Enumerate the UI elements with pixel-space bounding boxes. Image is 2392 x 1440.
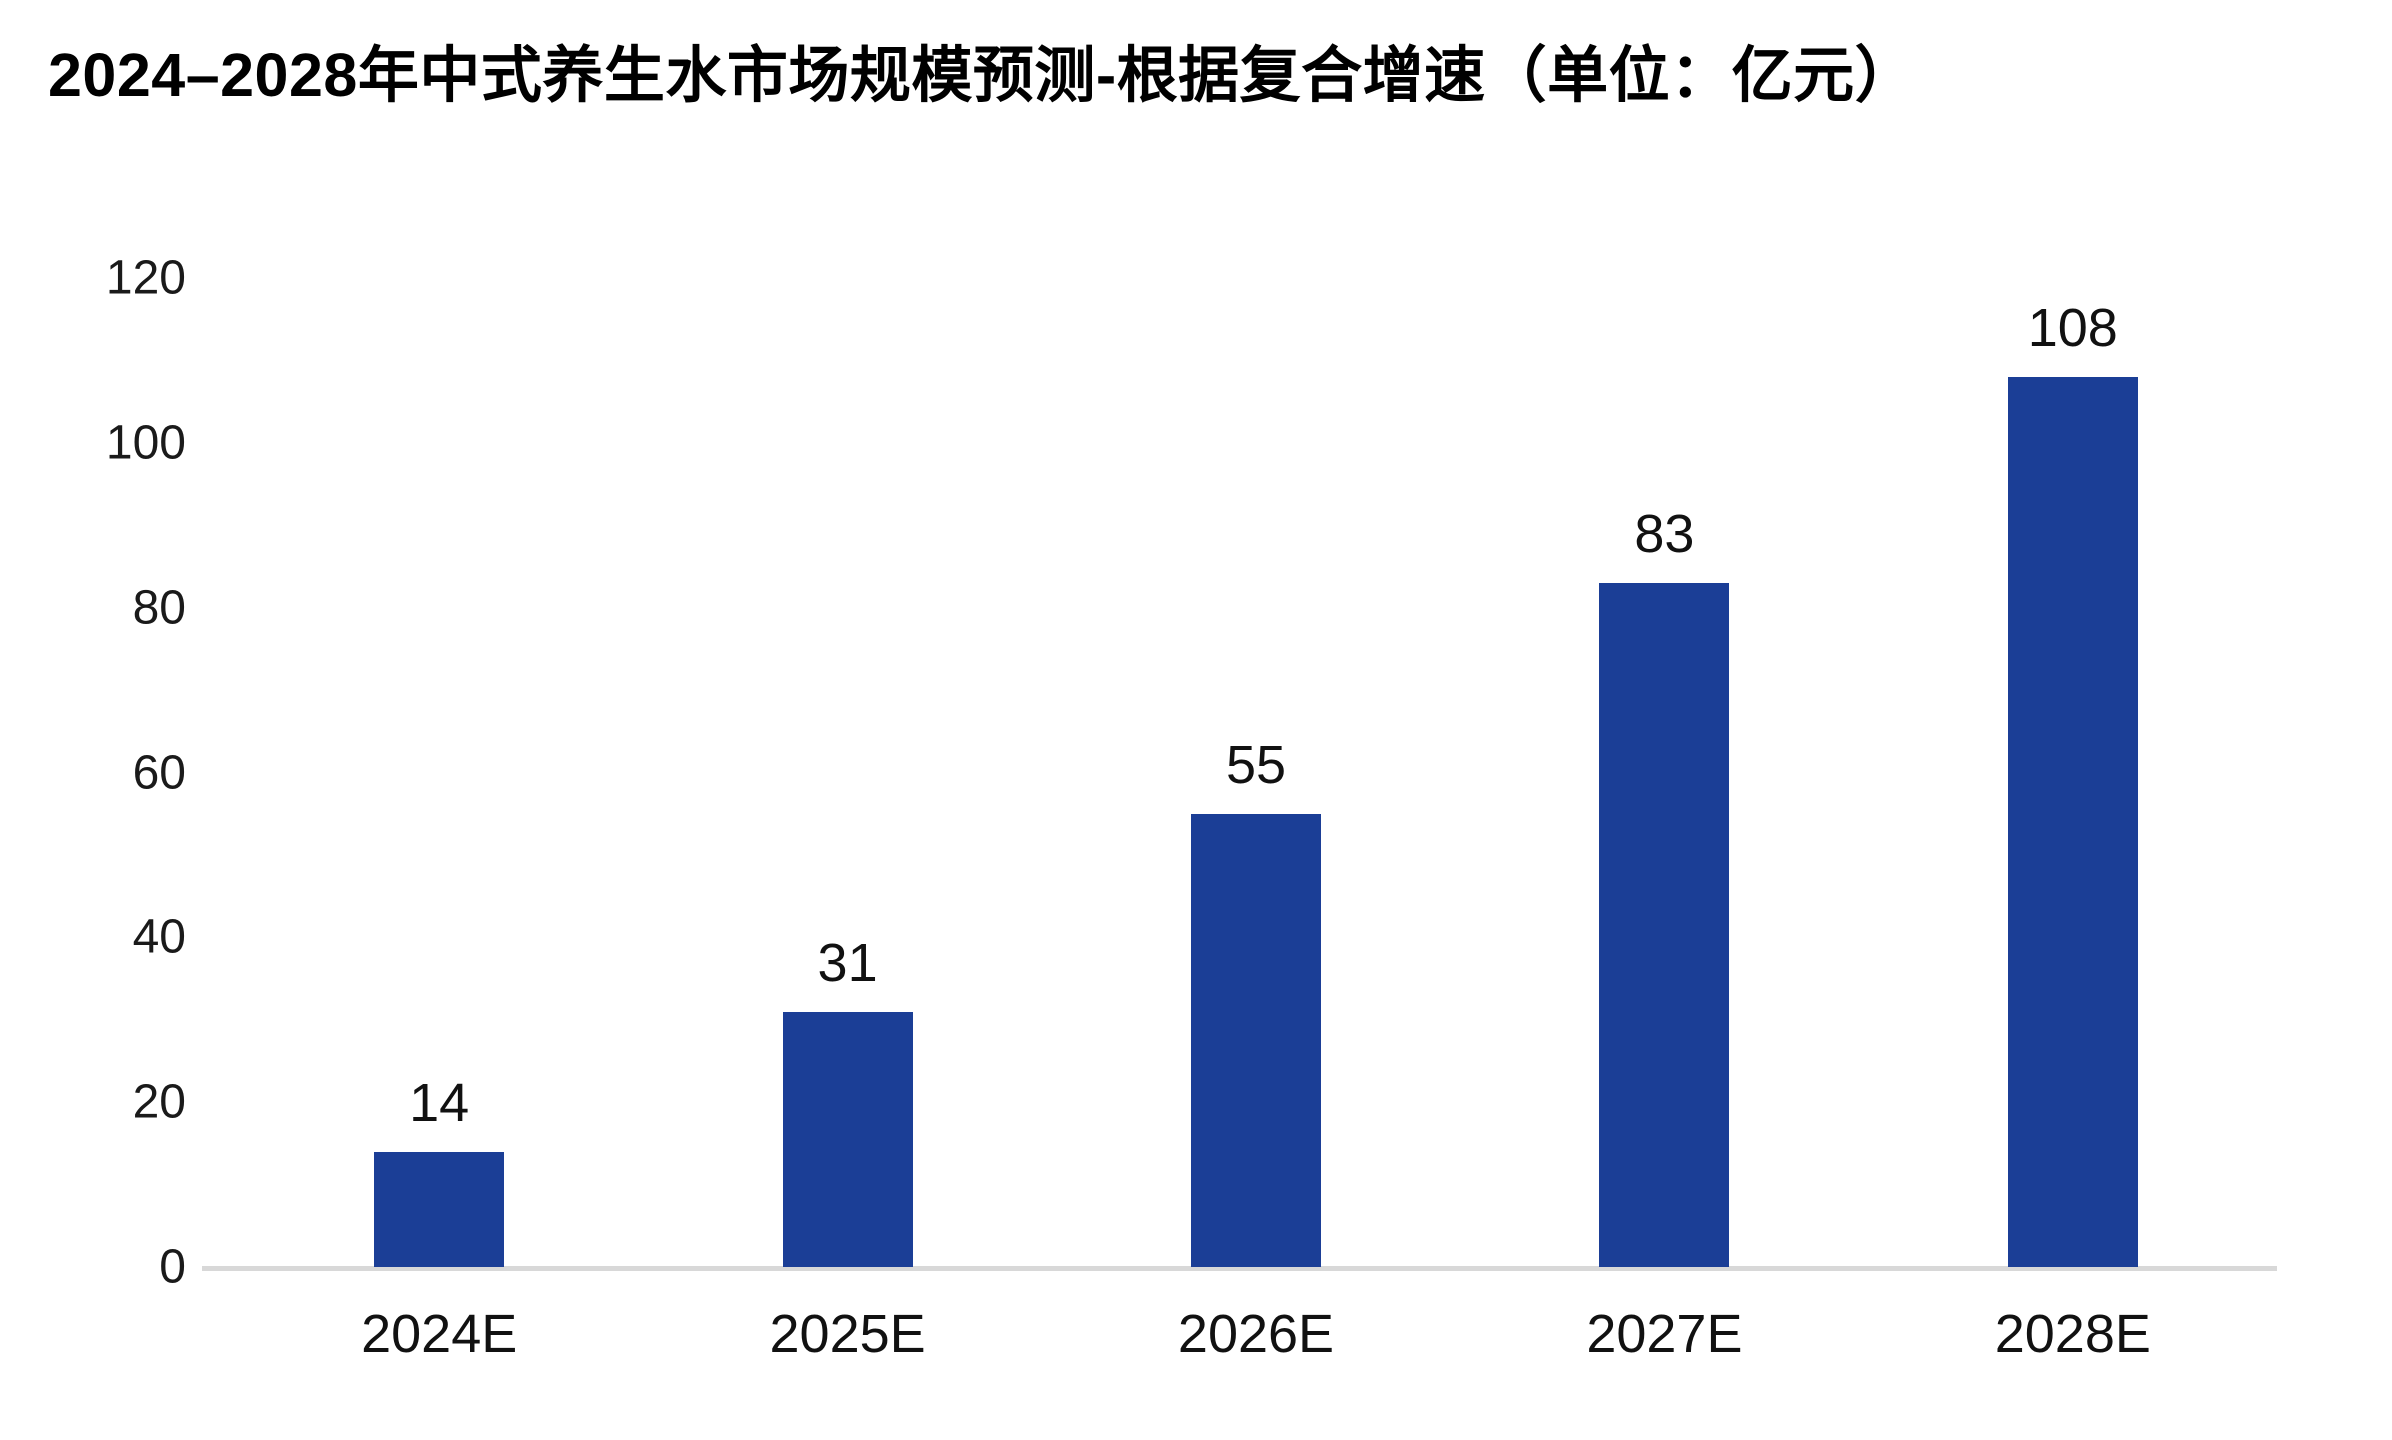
x-tick-label: 2025E (769, 1304, 926, 1364)
chart-title: 2024–2028年中式养生水市场规模预测-根据复合增速（单位：亿元） (48, 41, 1917, 109)
x-tick-label: 2027E (1586, 1304, 1743, 1364)
bar-value-label: 31 (817, 932, 878, 993)
bar (1599, 582, 1730, 1267)
bar-value-label: 14 (409, 1072, 470, 1133)
y-tick-label: 60 (132, 746, 186, 799)
x-tick-label: 2026E (1177, 1304, 1335, 1364)
y-tick-label: 120 (105, 251, 186, 305)
x-tick-label: 2024E (361, 1304, 518, 1364)
x-tick-label: 2028E (1994, 1304, 2151, 1364)
bar (374, 1151, 505, 1267)
y-tick-label: 80 (132, 581, 186, 635)
x-axis-line (202, 1266, 2277, 1271)
y-tick-label: 0 (159, 1240, 186, 1294)
bar (2007, 376, 2138, 1267)
y-tick-label: 40 (132, 910, 186, 964)
bar (1191, 813, 1321, 1267)
y-tick-label: 100 (105, 416, 186, 470)
bar-value-label: 83 (1634, 503, 1695, 564)
bar-value-label: 108 (2027, 297, 2118, 358)
y-tick-label: 20 (132, 1075, 186, 1129)
bar (782, 1011, 913, 1267)
bar-value-label: 55 (1225, 734, 1287, 795)
